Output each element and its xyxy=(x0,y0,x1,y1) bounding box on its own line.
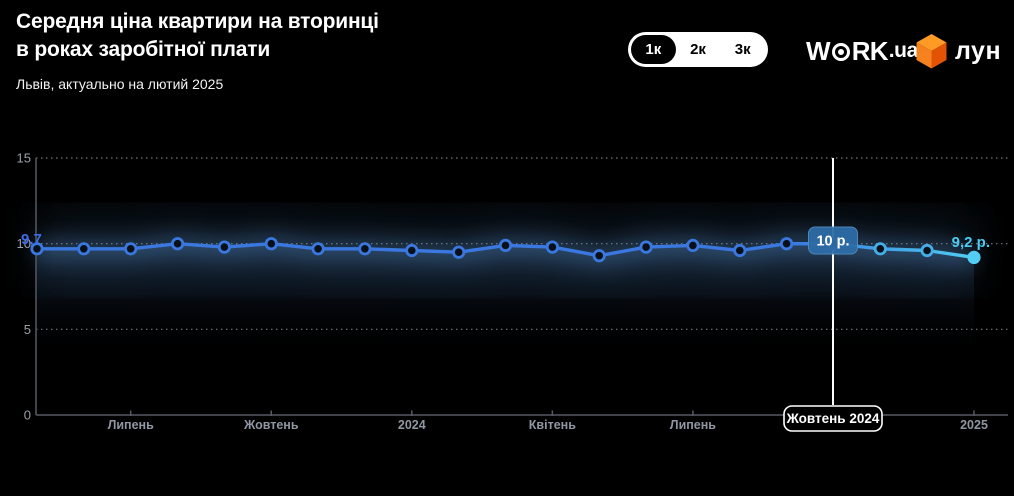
data-point[interactable] xyxy=(498,238,513,252)
data-point[interactable] xyxy=(873,242,887,256)
marker-date-badge: Жовтень 2024 xyxy=(783,405,883,432)
end-value-label: 9,2 р. xyxy=(952,234,990,251)
toggle-option-3k[interactable]: 3к xyxy=(720,35,765,64)
data-point[interactable] xyxy=(77,242,91,256)
data-point[interactable] xyxy=(639,240,653,254)
start-value-label: 9,7 xyxy=(21,231,42,248)
data-point[interactable] xyxy=(358,242,372,256)
toggle-option-1k[interactable]: 1к xyxy=(631,35,676,64)
x-tick-label-Квітень: Квітень xyxy=(529,418,576,432)
workua-logo[interactable]: W RK .ua xyxy=(806,35,919,66)
marker-date-badge-label: Жовтень 2024 xyxy=(786,411,880,426)
data-point[interactable] xyxy=(545,240,560,254)
y-tick-label-0: 0 xyxy=(24,408,31,423)
data-point[interactable] xyxy=(124,242,138,256)
data-point[interactable] xyxy=(311,242,325,256)
page-title-line2: в роках заробітної плати xyxy=(16,38,271,61)
workua-logo-suffix: .ua xyxy=(888,39,919,62)
tooltip-value: 10 р. xyxy=(816,234,849,250)
x-tick-label-2024: 2024 xyxy=(398,418,426,432)
y-tick-label-5: 5 xyxy=(24,322,31,337)
data-point[interactable] xyxy=(405,243,419,258)
workua-o-target-icon xyxy=(831,43,850,61)
data-point[interactable] xyxy=(592,249,606,263)
lun-logo-text: лун xyxy=(955,37,1002,65)
x-tick-label-Липень: Липень xyxy=(108,418,155,432)
data-point[interactable] xyxy=(967,250,981,264)
room-count-toggle: 1к 2к 3к xyxy=(628,32,768,67)
y-tick-label-15: 15 xyxy=(17,151,31,166)
area-fill xyxy=(37,243,974,352)
page-title-line1: Середня ціна квартири на вторинці xyxy=(16,10,379,33)
data-point[interactable] xyxy=(171,237,185,251)
data-point[interactable] xyxy=(686,238,700,252)
workua-logo-text-pre: W xyxy=(806,35,831,66)
tooltip-box xyxy=(808,226,858,255)
tooltip: 10 р. xyxy=(808,226,858,255)
lun-logo[interactable]: лун xyxy=(916,34,1001,69)
data-point[interactable] xyxy=(733,243,747,258)
toggle-option-2k[interactable]: 2к xyxy=(676,35,721,64)
workua-logo-text-post: RK xyxy=(851,35,889,66)
x-tick-label-2025: 2025 xyxy=(960,418,988,432)
x-tick-label-Жовтень: Жовтень xyxy=(243,418,299,432)
lun-cube-icon xyxy=(916,34,947,69)
page-title: Середня ціна квартири на вторинці в рока… xyxy=(16,8,379,64)
data-point[interactable] xyxy=(920,243,934,258)
data-point[interactable] xyxy=(452,245,466,259)
page-subtitle: Львів, актуально на лютий 2025 xyxy=(16,76,224,92)
y-tick-label-10: 10 xyxy=(17,236,31,251)
marker-date-badge-box xyxy=(783,405,883,432)
data-point[interactable] xyxy=(30,242,44,256)
data-point[interactable] xyxy=(779,237,794,251)
data-point[interactable] xyxy=(217,240,231,254)
x-tick-label-Липень: Липень xyxy=(670,418,717,432)
data-point[interactable] xyxy=(264,237,278,251)
